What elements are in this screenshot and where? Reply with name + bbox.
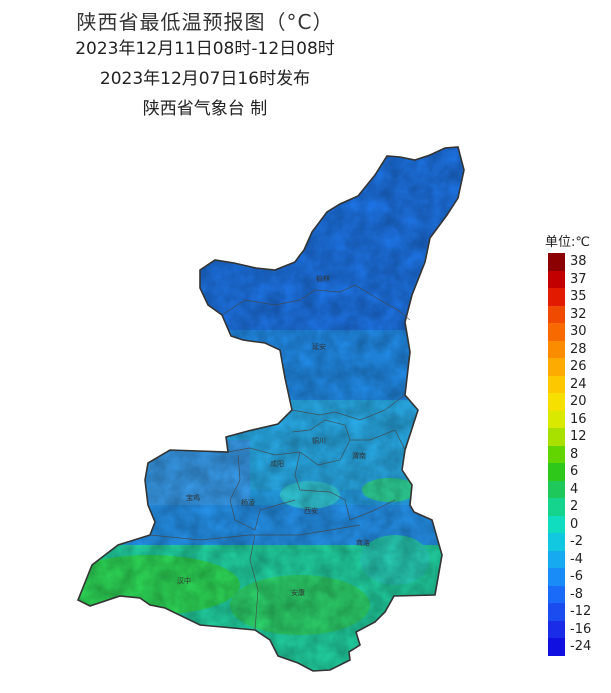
issue-time: 2023年12月07日16时发布 bbox=[99, 69, 311, 89]
city-label-ankang: 安康 bbox=[291, 588, 305, 597]
legend-item: -24 bbox=[548, 638, 600, 656]
legend-item: -4 bbox=[548, 550, 600, 568]
legend-label: 20 bbox=[570, 394, 587, 409]
legend-swatch bbox=[548, 480, 565, 498]
legend-item: 2 bbox=[548, 498, 600, 516]
legend-swatch bbox=[548, 323, 565, 341]
legend-swatch bbox=[548, 288, 565, 306]
city-label-yulin: 榆林 bbox=[316, 274, 330, 283]
legend-item: 26 bbox=[548, 358, 600, 376]
legend-item: 37 bbox=[548, 270, 600, 288]
legend-item: 30 bbox=[548, 323, 600, 341]
legend-label: 35 bbox=[570, 289, 587, 304]
legend-label: 38 bbox=[570, 254, 587, 269]
legend-swatch bbox=[548, 585, 565, 603]
city-label-yangling: 杨凌 bbox=[241, 498, 255, 507]
legend-label: 12 bbox=[570, 429, 587, 444]
legend-label: 8 bbox=[570, 446, 579, 462]
legend-label: 0 bbox=[570, 516, 579, 532]
legend-label: -12 bbox=[570, 604, 592, 619]
legend-swatch bbox=[548, 340, 565, 358]
legend-swatch bbox=[548, 270, 565, 288]
legend-swatch bbox=[548, 533, 565, 551]
legend-swatch bbox=[548, 463, 565, 481]
legend-swatch bbox=[548, 428, 565, 446]
legend-item: 32 bbox=[548, 305, 600, 323]
legend-label: 32 bbox=[570, 306, 587, 322]
city-label-yanan: 延安 bbox=[312, 342, 326, 351]
legend-label: 16 bbox=[570, 411, 587, 427]
legend-item: 6 bbox=[548, 463, 600, 481]
legend-label: 30 bbox=[570, 324, 587, 339]
legend-item: 4 bbox=[548, 480, 600, 498]
legend-item: -12 bbox=[548, 603, 600, 621]
legend-item: 38 bbox=[548, 253, 600, 271]
legend-swatch bbox=[548, 305, 565, 323]
legend-item: 35 bbox=[548, 288, 600, 306]
legend-swatch bbox=[548, 358, 565, 376]
map-title-block: 陕西省最低温预报图（°C） 2023年12月11日08时-12日08时 2023… bbox=[0, 10, 410, 124]
legend-label: 37 bbox=[570, 271, 587, 287]
legend-label: -24 bbox=[570, 639, 592, 654]
legend-item: 12 bbox=[548, 428, 600, 446]
legend-label: 2 bbox=[570, 499, 579, 514]
legend-swatch bbox=[548, 445, 565, 463]
legend-item: -16 bbox=[548, 620, 600, 638]
city-label-baoji: 宝鸡 bbox=[186, 493, 200, 502]
legend-label: 24 bbox=[570, 376, 587, 392]
legend-swatch bbox=[548, 620, 565, 638]
legend-swatch bbox=[548, 498, 565, 516]
legend-item: -6 bbox=[548, 568, 600, 586]
legend-label: 4 bbox=[570, 481, 579, 497]
legend-label: -8 bbox=[570, 586, 583, 602]
legend-label: -2 bbox=[570, 534, 583, 549]
legend-item: 20 bbox=[548, 393, 600, 411]
legend-label: -6 bbox=[570, 569, 583, 584]
city-label-xianyang: 咸阳 bbox=[270, 459, 284, 468]
legend-label: -16 bbox=[570, 621, 592, 637]
map-title: 陕西省最低温预报图（°C） bbox=[76, 10, 334, 34]
legend-swatch bbox=[548, 568, 565, 586]
city-label-xian: 西安 bbox=[304, 506, 318, 515]
legend-swatch bbox=[548, 603, 565, 621]
legend-swatch bbox=[548, 393, 565, 411]
legend-label: 26 bbox=[570, 359, 587, 374]
legend-swatch bbox=[548, 410, 565, 428]
issuer: 陕西省气象台 制 bbox=[142, 99, 268, 119]
legend-swatch bbox=[548, 638, 565, 656]
legend-label: -4 bbox=[570, 551, 583, 567]
city-label-weinan: 渭南 bbox=[352, 451, 366, 460]
city-label-shangluo: 商洛 bbox=[356, 538, 370, 547]
legend-swatch bbox=[548, 375, 565, 393]
city-label-tongchuan: 铜川 bbox=[312, 436, 326, 445]
legend-swatch bbox=[548, 550, 565, 568]
legend-item: 0 bbox=[548, 515, 600, 533]
legend-label: 28 bbox=[570, 341, 587, 357]
legend-swatch bbox=[548, 515, 565, 533]
color-legend: 38 37 35 32 30 28 26 24 20 16 12 8 6 4 2 0 -2 -4 -6 -8 -12 -1… bbox=[548, 253, 600, 656]
legend-label: 6 bbox=[570, 464, 579, 479]
legend-swatch bbox=[548, 253, 565, 271]
forecast-period: 2023年12月11日08时-12日08时 bbox=[75, 39, 335, 59]
city-label-hanzhong: 汉中 bbox=[177, 576, 191, 585]
legend-item: 24 bbox=[548, 375, 600, 393]
legend-item: -2 bbox=[548, 533, 600, 551]
legend-item: -8 bbox=[548, 585, 600, 603]
legend-item: 8 bbox=[548, 445, 600, 463]
legend-item: 16 bbox=[548, 410, 600, 428]
prefecture-boundaries bbox=[149, 284, 411, 631]
legend-title: 单位:℃ bbox=[545, 235, 590, 250]
city-labels: 榆林 延安 铜川 渭南 咸阳 宝鸡 杨凌 西安 商洛 汉中 安康 bbox=[177, 274, 370, 597]
legend-item: 28 bbox=[548, 340, 600, 358]
